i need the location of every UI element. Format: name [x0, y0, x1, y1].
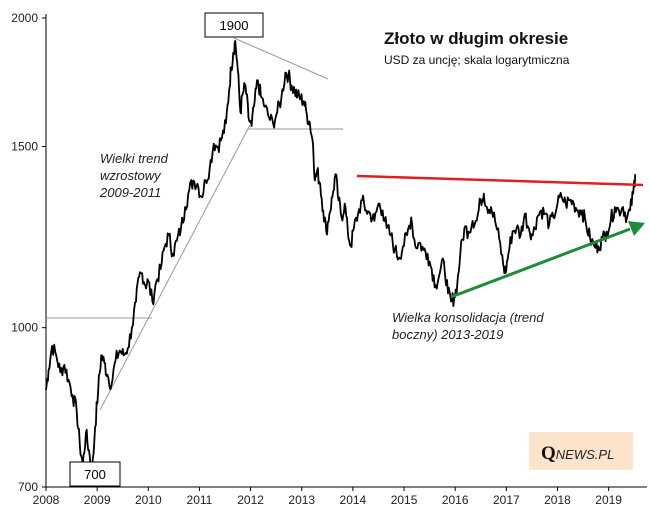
x-tick-label: 2009 [84, 493, 111, 507]
x-tick-label: 2013 [288, 493, 315, 507]
logo-q: Q [541, 443, 556, 464]
x-tick-label: 2011 [187, 493, 213, 507]
consolidation-annotation-line-2: boczny) 2013-2019 [392, 327, 503, 342]
trend-up-annotation-line-2: wzrostowy [100, 168, 162, 183]
y-tick-label: 700 [18, 480, 38, 494]
logo-text: NEWS.PL [556, 447, 615, 462]
peak-label: 1900 [220, 18, 249, 33]
y-tick-label: 1000 [11, 321, 38, 335]
chart-subtitle: USD za uncję; skala logarytmiczna [384, 53, 570, 67]
low-label: 700 [84, 467, 106, 482]
consolidation-annotation-line-1: Wielka konsolidacja (trend [392, 310, 544, 325]
x-tick-label: 2015 [391, 493, 418, 507]
svg-text:QNEWS.PL: QNEWS.PL [541, 443, 614, 464]
qnews-logo: QNEWS.PL [529, 432, 633, 470]
x-tick-label: 2017 [493, 493, 520, 507]
peak-label-box: 1900 [205, 13, 263, 37]
low-label-box: 700 [70, 462, 120, 486]
x-tick-label: 2018 [544, 493, 571, 507]
chart-title: Złoto w długim okresie [384, 29, 568, 48]
x-tick-label: 2019 [595, 493, 622, 507]
trend-up-annotation-line-3: 2009-2011 [99, 185, 161, 200]
y-tick-label: 1500 [11, 140, 38, 154]
x-tick-label: 2016 [442, 493, 469, 507]
x-tick-label: 2012 [237, 493, 264, 507]
y-tick-label: 2000 [11, 11, 38, 25]
x-tick-label: 2014 [340, 493, 367, 507]
x-tick-label: 2010 [135, 493, 162, 507]
x-tick-label: 2008 [33, 493, 60, 507]
trend-up-annotation-line-1: Wielki trend [100, 151, 169, 166]
